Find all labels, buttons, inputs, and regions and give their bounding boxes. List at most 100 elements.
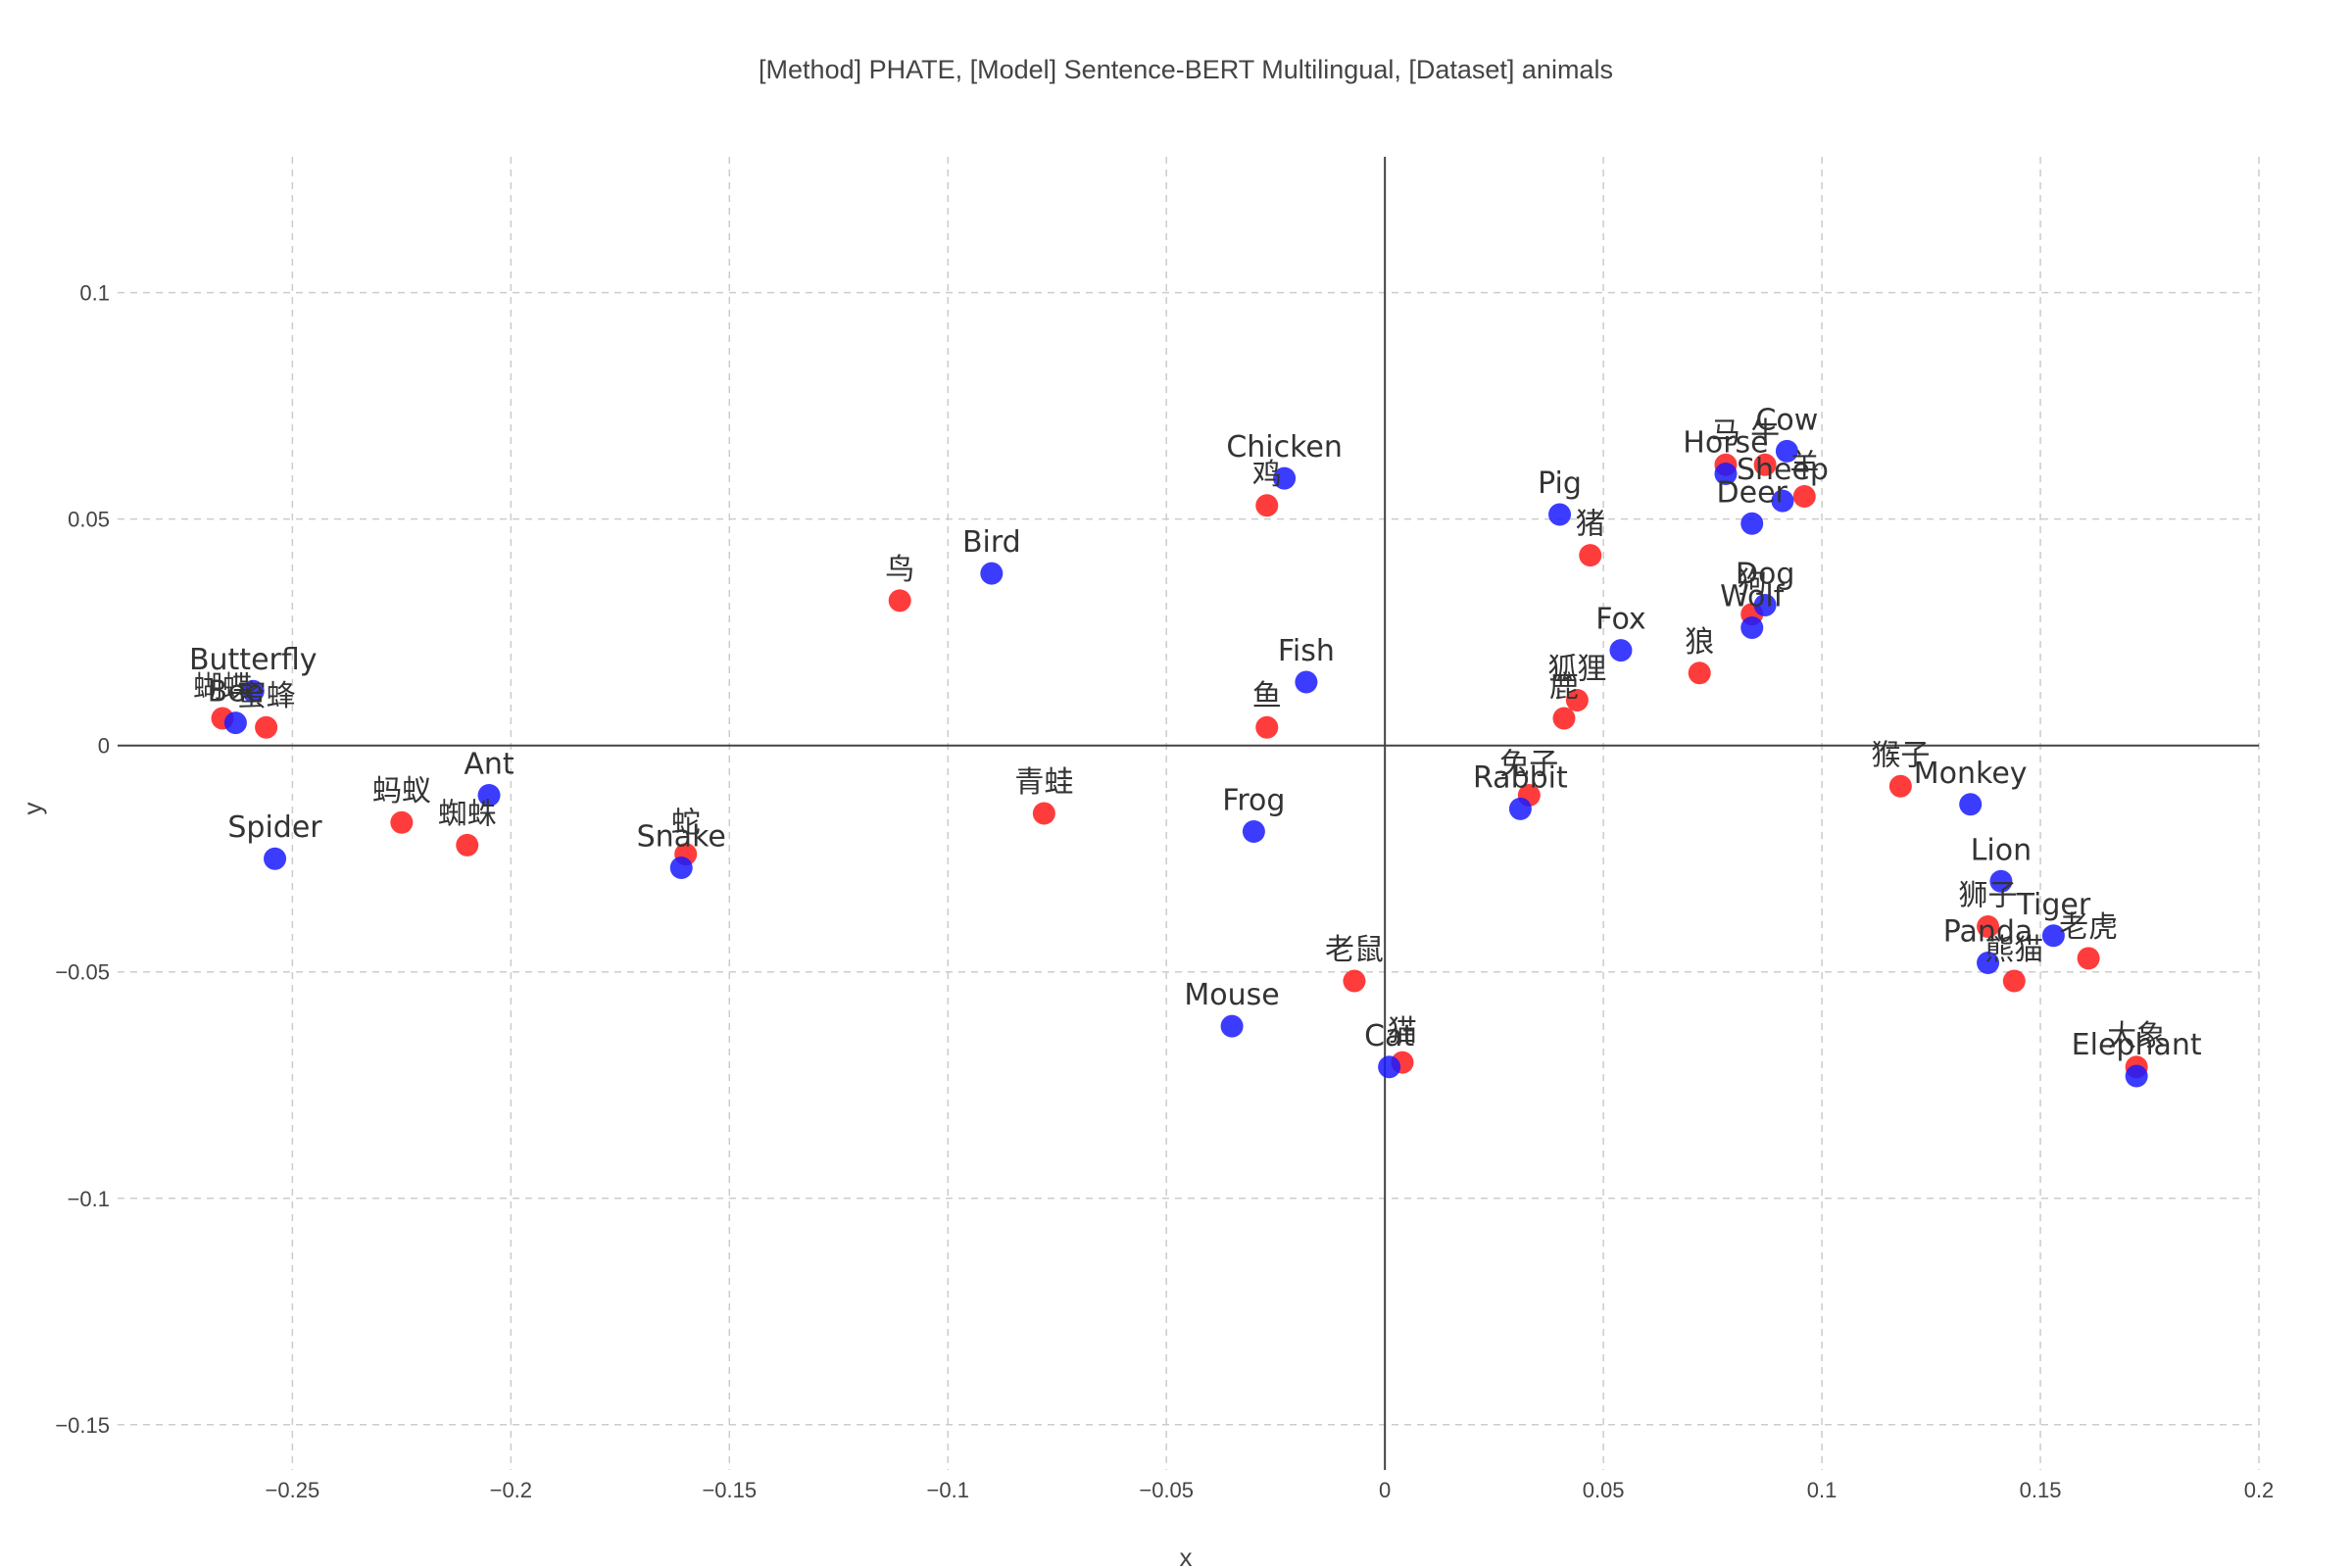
point-label: 狮子 — [1959, 879, 2018, 913]
point-label: Lion — [1971, 833, 2032, 867]
point-label: Cat — [1364, 1019, 1414, 1054]
point-label: 大象 — [2107, 1019, 2166, 1054]
point-label: 狗 — [1738, 566, 1767, 601]
points-layer — [211, 439, 2148, 1088]
point-label: 兔子 — [1499, 748, 1558, 782]
x-tick-label: −0.25 — [266, 1478, 320, 1502]
point-label: Rabbit — [1473, 760, 1568, 795]
point-label: Bee — [208, 675, 265, 710]
point-label: 熊猫 — [1984, 933, 2043, 967]
grid-layer — [118, 157, 2260, 1470]
point-label: Butterfly — [189, 643, 318, 677]
point-label: 老鼠 — [1325, 933, 1384, 967]
y-tick-label: −0.1 — [68, 1187, 110, 1211]
data-point — [223, 711, 247, 735]
data-point — [1579, 544, 1602, 567]
point-label: Chicken — [1226, 430, 1343, 465]
point-label: 鸟 — [885, 553, 914, 587]
point-label: 马 — [1711, 416, 1740, 451]
y-tick-label: 0 — [98, 734, 110, 759]
point-label: 鱼 — [1252, 679, 1282, 713]
point-label: Fish — [1278, 634, 1335, 668]
point-label: Bird — [962, 525, 1021, 560]
point-label: Dog — [1736, 557, 1795, 591]
data-point — [1977, 915, 2000, 939]
point-label: Elephant — [2072, 1028, 2202, 1062]
point-label: 鹿 — [1549, 670, 1579, 705]
data-point — [2002, 969, 2026, 993]
point-label: 狼 — [1685, 625, 1714, 660]
point-label: 老虎 — [2059, 910, 2118, 945]
point-label: Mouse — [1184, 978, 1279, 1012]
point-label: 蛇 — [671, 807, 701, 841]
point-label: Snake — [637, 819, 726, 854]
point-label: Wolf — [1720, 580, 1786, 614]
data-point — [1273, 466, 1297, 490]
data-point — [255, 715, 278, 739]
data-point — [1688, 662, 1711, 685]
data-point — [1609, 639, 1633, 662]
data-point — [1242, 819, 1265, 843]
data-point — [1565, 688, 1589, 711]
point-label: 羊 — [1789, 449, 1819, 483]
data-point — [1255, 494, 1279, 517]
y-axis-title: y — [18, 803, 47, 815]
data-point — [1775, 439, 1798, 463]
data-point — [1295, 670, 1318, 694]
data-point — [390, 810, 414, 834]
point-label: 猫 — [1388, 1014, 1417, 1049]
data-point — [980, 562, 1004, 585]
x-tick-label: 0.2 — [2244, 1478, 2275, 1502]
data-point — [264, 847, 287, 870]
x-tick-label: 0.05 — [1583, 1478, 1625, 1502]
point-label: 狐狸 — [1547, 652, 1606, 686]
data-point — [2041, 924, 2065, 948]
x-axis-title: x — [1180, 1543, 1193, 1568]
data-point — [1753, 453, 1777, 476]
data-point — [1888, 774, 1912, 798]
data-point — [1740, 616, 1764, 640]
y-tick-label: −0.15 — [55, 1413, 110, 1438]
data-point — [1220, 1014, 1244, 1038]
y-tick-label: −0.05 — [55, 960, 110, 985]
data-point — [1714, 462, 1738, 485]
data-point — [1032, 802, 1055, 825]
point-label: Ant — [464, 748, 514, 782]
point-label: Pig — [1538, 466, 1582, 501]
x-tick-label: 0 — [1379, 1478, 1391, 1502]
chart-title: [Method] PHATE, [Model] Sentence-BERT Mu… — [759, 55, 1613, 84]
data-point — [1343, 969, 1366, 993]
point-label: Tiger — [2016, 888, 2091, 922]
data-point — [456, 833, 479, 857]
data-point — [1508, 797, 1532, 820]
axes-layer: −0.25 −0.2 −0.15 −0.1 −0.05 0 0.05 0.1 0.15 0.2 0.… — [55, 157, 2274, 1502]
data-point — [2077, 947, 2100, 970]
point-label: Horse — [1683, 425, 1768, 460]
y-tick-label: 0.1 — [79, 281, 110, 306]
point-label: Panda — [1943, 914, 2034, 949]
data-point — [1989, 869, 2013, 893]
point-label: Sheep — [1737, 453, 1829, 487]
point-label: Deer — [1717, 475, 1788, 510]
point-label: 蝴蝶 — [193, 670, 252, 705]
point-label: 猴子 — [1871, 738, 1930, 772]
data-point — [1977, 951, 2000, 974]
point-label: 牛 — [1750, 416, 1780, 451]
x-tick-label: 0.1 — [1807, 1478, 1838, 1502]
data-point — [477, 784, 501, 808]
x-tick-label: −0.15 — [702, 1478, 757, 1502]
data-point — [669, 856, 693, 879]
point-label: 蚂蚁 — [372, 774, 431, 808]
data-point — [1753, 593, 1777, 616]
y-tick-label: 0.05 — [68, 508, 110, 532]
point-label: 蜘蛛 — [438, 797, 497, 831]
data-point — [888, 589, 911, 612]
data-point — [2125, 1064, 2148, 1088]
point-label: Frog — [1222, 783, 1285, 817]
x-tick-label: −0.05 — [1139, 1478, 1194, 1502]
x-tick-label: −0.1 — [927, 1478, 969, 1502]
data-point — [1255, 715, 1279, 739]
